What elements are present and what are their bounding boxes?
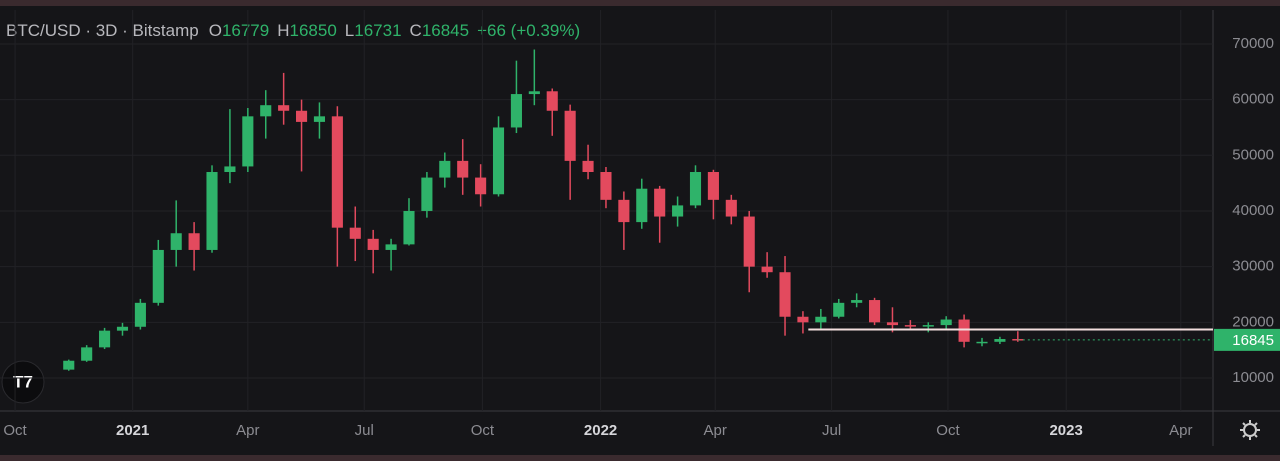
x-tick-label: Oct: [3, 422, 27, 439]
y-tick-label: 40000: [1232, 202, 1274, 219]
settings-icon[interactable]: [1240, 420, 1260, 440]
candle-body: [439, 160, 451, 178]
candle-body: [492, 127, 505, 195]
candle-body: [904, 325, 916, 327]
x-tick-label: Oct: [936, 422, 960, 439]
low-label: L: [345, 21, 354, 40]
close-label: C: [410, 21, 422, 40]
open-label: O: [209, 21, 222, 40]
candle-body: [582, 160, 594, 173]
candle-body: [170, 233, 182, 250]
candle-body: [564, 110, 576, 161]
x-tick-label: Jul: [822, 422, 841, 439]
x-tick-label: Apr: [236, 422, 259, 439]
candle-body: [797, 316, 809, 323]
candle-body: [188, 233, 200, 250]
candle-body: [886, 322, 899, 326]
candle-body: [331, 116, 343, 228]
candle-body: [815, 316, 827, 323]
candle-body: [743, 216, 755, 267]
candle-body: [600, 172, 612, 200]
tv-logo: T7: [1, 360, 45, 404]
symbol: BTC/USD · 3D · Bitstamp: [6, 21, 199, 40]
candle-body: [81, 347, 93, 361]
candle-body: [672, 205, 684, 217]
candle-body: [475, 177, 487, 195]
x-tick-label: 2022: [584, 422, 617, 439]
candle-body: [152, 249, 164, 303]
y-tick-label: 70000: [1232, 35, 1274, 52]
y-tick-label: 50000: [1232, 146, 1274, 163]
candle-body: [833, 302, 845, 317]
last-price-label: 16845: [1232, 332, 1274, 349]
candle-body: [349, 227, 361, 239]
candle-body: [99, 330, 111, 348]
top-strip: [0, 0, 1280, 6]
candle-body: [869, 300, 881, 323]
candle-body: [206, 172, 218, 250]
candle-body: [994, 339, 1006, 342]
candle-body: [403, 210, 415, 245]
x-tick-label: Apr: [1169, 422, 1192, 439]
candle-body: [295, 110, 308, 122]
x-tick-label: Oct: [471, 422, 495, 439]
candle-body: [63, 360, 75, 370]
candle-body: [689, 172, 702, 206]
header: BTC/USD · 3D · Bitstamp O16779 H16850 L1673…: [6, 21, 580, 40]
close-value: 16845: [422, 21, 469, 40]
candle-body: [457, 160, 469, 178]
y-tick-label: 10000: [1232, 369, 1274, 386]
open-value: 16779: [222, 21, 269, 40]
high-value: 16850: [290, 21, 337, 40]
candle-body: [134, 302, 146, 327]
candle-body: [976, 341, 988, 344]
candle-body: [958, 319, 970, 342]
candle-body: [510, 94, 522, 128]
bottom-strip: [0, 455, 1280, 461]
y-tick-label: 30000: [1232, 258, 1274, 275]
high-label: H: [277, 21, 289, 40]
candle-body: [546, 91, 558, 111]
y-tick-label: 60000: [1232, 91, 1274, 108]
candle-body: [367, 238, 379, 250]
x-tick-label: 2021: [116, 422, 149, 439]
candle-body: [260, 105, 272, 117]
candle-body: [242, 116, 254, 167]
candle-body: [421, 177, 433, 211]
candle-body: [761, 266, 773, 273]
svg-text:T7: T7: [13, 372, 33, 391]
candle-body: [725, 199, 737, 217]
candle-body: [313, 116, 326, 122]
candle-body: [654, 188, 666, 217]
candle-body: [278, 105, 290, 111]
x-tick-label: 2023: [1049, 422, 1082, 439]
candle-body: [707, 172, 719, 200]
candle-body: [779, 272, 791, 317]
low-value: 16731: [354, 21, 401, 40]
x-tick-label: Apr: [704, 422, 727, 439]
y-tick-label: 20000: [1232, 313, 1274, 330]
candle-body: [116, 326, 129, 331]
candle-body: [851, 300, 863, 303]
last-price-box: [1214, 328, 1280, 351]
candle-body: [940, 319, 952, 326]
candle-body: [224, 166, 236, 173]
candle-body: [636, 188, 648, 223]
candle-body: [385, 244, 397, 250]
candle-body: [528, 91, 540, 95]
candle-body: [922, 325, 934, 327]
header-line: BTC/USD · 3D · Bitstamp O16779 H16850 L1673…: [6, 21, 580, 40]
x-tick-label: Jul: [355, 422, 374, 439]
candle-body: [618, 199, 630, 223]
change-value: +66 (+0.39%): [477, 21, 580, 40]
